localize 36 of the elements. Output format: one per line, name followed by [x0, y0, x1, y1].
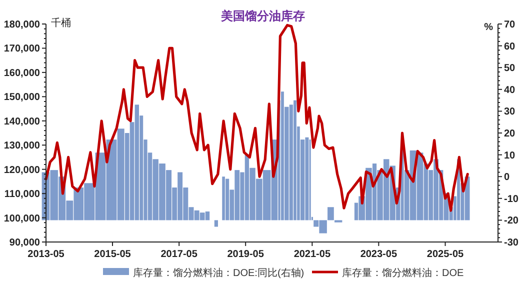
y-tick-label: 160,000 — [4, 68, 40, 79]
x-tick-label: 2025-05 — [426, 249, 464, 260]
y2-tick-label: 40 — [504, 84, 516, 96]
legend-label: 库存量：馏分燃料油：DOE — [342, 267, 464, 279]
x-tick-label: 2013-05 — [28, 249, 65, 260]
y-tick-label: 140,000 — [4, 116, 40, 128]
legend-label: 库存量：馏分燃料油：DOE:同比(右轴) — [133, 267, 304, 279]
y-tick-label: 90,000 — [9, 238, 40, 248]
x-tick-label: 2021-05 — [294, 249, 331, 260]
bar — [214, 220, 218, 227]
chart-title: 美国馏分油库存 — [220, 9, 305, 23]
y2-tick-label: -10 — [504, 194, 519, 205]
y2-tick-label: 0 — [504, 172, 510, 184]
y-tick-label: 130,000 — [4, 140, 40, 152]
y-tick-label: 120,000 — [4, 164, 40, 176]
y2-tick-label: 50 — [504, 63, 516, 74]
y-tick-label: 150,000 — [4, 92, 40, 104]
y-tick-label: 170,000 — [4, 44, 40, 55]
y2-tick-label: 20 — [504, 128, 516, 140]
y-tick-label: 110,000 — [4, 189, 40, 200]
x-tick-label: 2015-05 — [94, 249, 132, 260]
bar — [328, 207, 334, 220]
y-axis-title: 千桶 — [51, 17, 71, 29]
bar — [464, 176, 470, 220]
x-tick-label: 2017-05 — [160, 249, 198, 260]
y2-tick-label: 60 — [504, 41, 516, 52]
y2-tick-label: -20 — [504, 216, 519, 227]
y-tick-label: 100,000 — [4, 213, 40, 224]
y2-tick-label: 10 — [504, 150, 516, 162]
y2-tick-label: 30 — [504, 106, 516, 118]
y2-axis-title: % — [484, 22, 494, 33]
x-tick-label: 2019-05 — [227, 249, 264, 260]
y-tick-label: 180,000 — [4, 20, 40, 30]
x-tick-label: 2023-05 — [360, 249, 398, 260]
y2-tick-label: 70 — [504, 20, 516, 30]
y2-tick-label: -30 — [504, 238, 519, 248]
